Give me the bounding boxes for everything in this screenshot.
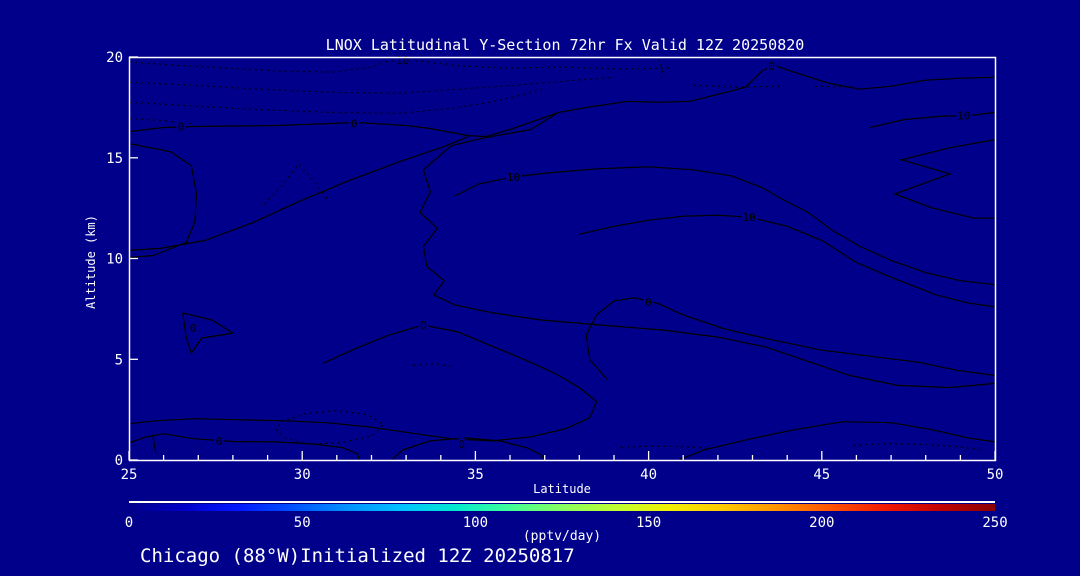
contour-line-level--10: [814, 85, 857, 88]
x-tick-label: 30: [294, 467, 311, 483]
contour-line-level-0: [128, 433, 360, 460]
y-tick-label: 15: [106, 151, 123, 167]
y-tick-label: 5: [115, 352, 123, 368]
contour-level-label: 0: [178, 121, 185, 134]
contour-line-level-0: [128, 143, 198, 259]
y-tick-label: 0: [115, 453, 123, 469]
contour-line-level-0: [152, 434, 157, 455]
contour-line-level-0: [128, 324, 598, 442]
colorbar-units: (pptv/day): [523, 529, 601, 544]
contour-line-level-0: [128, 136, 469, 251]
contour-line-level-0: [391, 437, 546, 461]
contour-line-level--10: [658, 58, 664, 82]
x-axis-title: Latitude: [533, 482, 591, 496]
contour-line-level-0: [585, 297, 996, 380]
colorbar-tick-label: 0: [125, 515, 133, 531]
contour-level-label: 0: [645, 296, 652, 309]
contour-level-label: 0: [190, 322, 197, 335]
colorbar-tick-labels-group: 0 50 100 150 200 250: [125, 515, 1008, 531]
x-tick-label: 40: [640, 467, 657, 483]
x-tick-label: 45: [813, 467, 830, 483]
contour-level-label: 0: [351, 118, 358, 131]
contour-line-level--10: [128, 76, 615, 94]
contour-line-level-10: [870, 111, 996, 129]
contour-line-level-0: [679, 421, 996, 461]
contour-level-label: 0: [420, 319, 427, 332]
colorbar-tick-label: 200: [809, 515, 834, 531]
axis-ticks-group: [128, 56, 996, 461]
contour-line-level-10: [579, 214, 996, 308]
x-tick-label: 50: [987, 467, 1004, 483]
contour-level-label: 10: [742, 211, 755, 224]
contour-line-level--10: [412, 363, 452, 367]
y-axis-title: Altitude (km): [84, 215, 98, 309]
plot-border: [128, 56, 997, 462]
colorbar-tick-label: 50: [294, 515, 311, 531]
contour-line-level-0: [182, 312, 235, 355]
contour-line-level--10: [128, 60, 670, 73]
colorbar-tick-label: 150: [636, 515, 661, 531]
contour-level-label: -10: [389, 54, 409, 67]
contour-line-level-0: [128, 65, 996, 138]
contour-line-level-10: [454, 166, 996, 286]
colorbar: [129, 504, 995, 511]
contour-level-label: 0: [216, 435, 223, 448]
y-tick-label: 10: [106, 252, 123, 268]
contour-line-level-10: [419, 111, 996, 389]
contour-line-level--10: [263, 162, 331, 205]
contour-line-level--10: [128, 117, 192, 125]
contour-line-level--10: [852, 442, 982, 451]
chart-title: LNOX Latitudinal Y-Section 72hr Fx Valid…: [326, 36, 805, 54]
x-tick-label: 25: [121, 467, 138, 483]
contour-line-level-10: [892, 139, 996, 219]
caption: Chicago (88°W)Initialized 12Z 20250817: [140, 545, 575, 567]
contour-lines-group: -10 0 0 0 10 10 10 0 0 0 0 0: [128, 52, 996, 461]
colorbar-tick-label: 100: [463, 515, 488, 531]
y-tick-label: 20: [106, 50, 123, 66]
x-tick-label: 35: [467, 467, 484, 483]
contour-level-label: 10: [507, 171, 520, 184]
axis-tick-labels-group: 25 30 35 40 45 50 0 5 10 15 20: [106, 50, 1003, 483]
contour-line-level--10: [620, 445, 708, 449]
colorbar-tick-label: 250: [982, 515, 1007, 531]
contour-line-level--10: [128, 88, 542, 114]
contour-level-label: 0: [458, 438, 465, 451]
contour-line-level--10: [693, 84, 781, 88]
contour-level-label: 10: [957, 109, 970, 122]
contour-level-label: 0: [768, 60, 775, 73]
